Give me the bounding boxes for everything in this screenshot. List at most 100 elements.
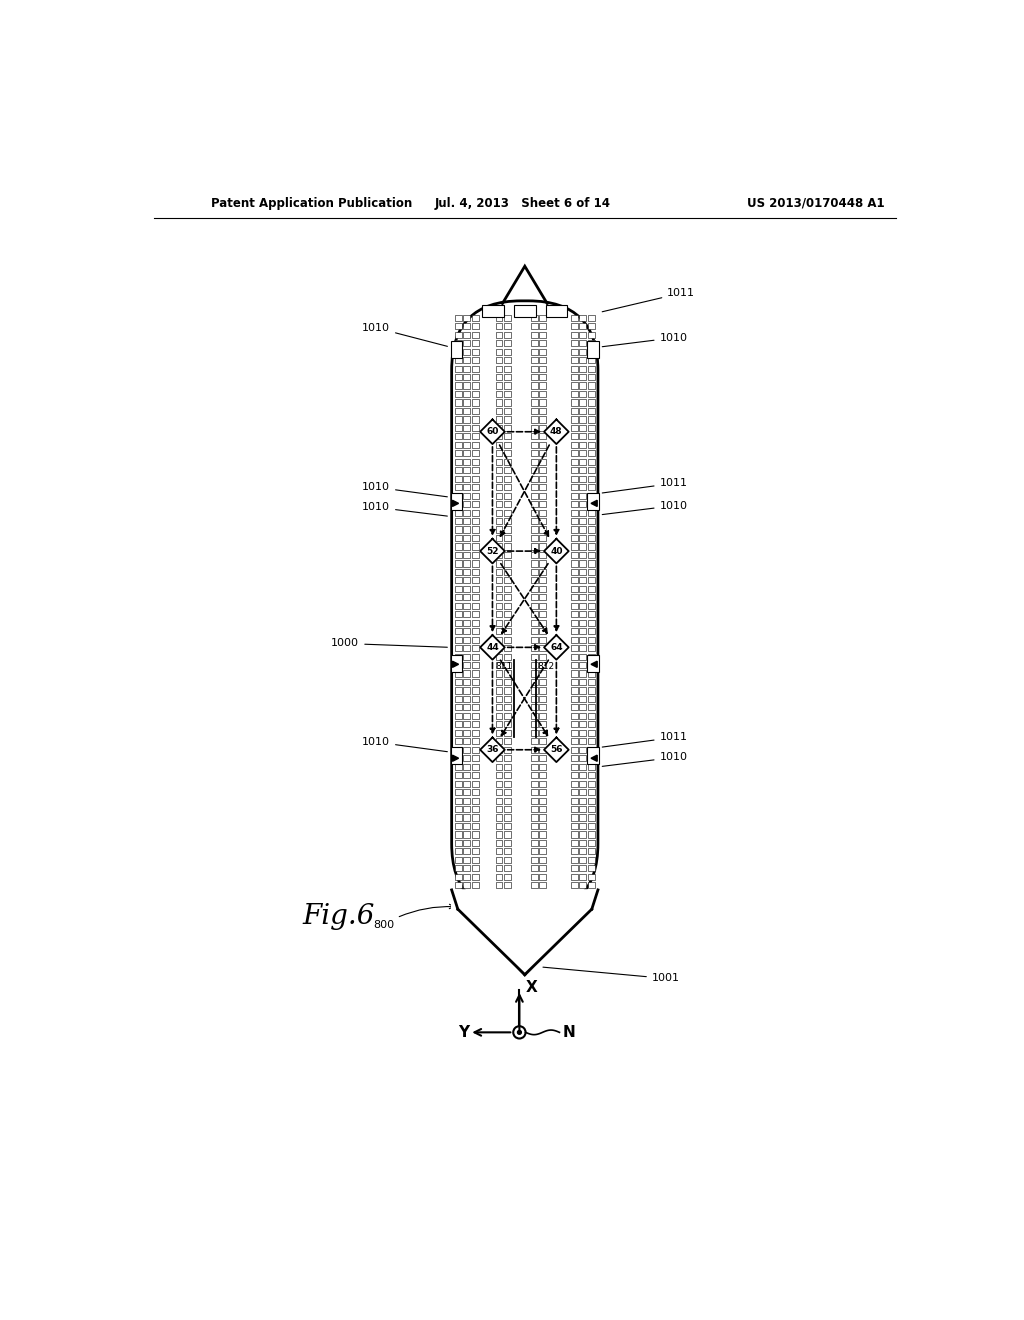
Bar [531,713,538,719]
Bar [588,619,595,626]
Bar [463,797,470,804]
Bar [463,832,470,838]
Bar [472,331,478,338]
Bar [580,425,587,430]
Bar [496,544,503,549]
Bar [571,552,578,558]
Bar [540,832,547,838]
Bar [540,527,547,532]
Bar [588,467,595,474]
Bar [540,374,547,380]
Bar [463,705,470,710]
Bar [540,713,547,719]
Text: 48: 48 [550,428,562,436]
Bar [588,492,595,499]
Bar [540,433,547,440]
Bar [588,603,595,609]
Bar [571,383,578,388]
Bar [463,611,470,618]
Bar [472,408,478,414]
Bar [540,358,547,363]
Bar [472,323,478,330]
Bar [496,678,503,685]
Bar [472,450,478,457]
Circle shape [517,1031,521,1035]
Bar [540,586,547,591]
Bar [455,492,462,499]
Bar [588,484,595,490]
Bar [455,874,462,880]
Bar [540,552,547,558]
Bar [455,747,462,752]
Bar [496,814,503,821]
Bar [531,594,538,601]
Text: 1010: 1010 [602,752,687,767]
Bar [531,391,538,397]
Bar [455,408,462,414]
Bar [455,544,462,549]
Bar [472,763,478,770]
Bar [472,866,478,871]
Bar [571,807,578,812]
Bar [455,366,462,372]
Bar [571,636,578,643]
Bar [531,552,538,558]
Bar [588,331,595,338]
Bar [455,636,462,643]
Bar [504,891,511,896]
Bar [463,341,470,346]
Bar [463,391,470,397]
Bar [571,408,578,414]
Bar [455,663,462,668]
Bar [531,705,538,710]
Bar [472,772,478,779]
Bar [463,603,470,609]
Bar [540,814,547,821]
Bar [580,780,587,787]
Bar [504,780,511,787]
Bar [531,510,538,516]
Bar [571,738,578,744]
Bar [463,552,470,558]
Bar [463,678,470,685]
Bar [451,747,463,764]
Bar [496,772,503,779]
Bar [540,688,547,693]
Bar [588,772,595,779]
Bar [571,348,578,355]
Bar [472,341,478,346]
Bar [531,425,538,430]
Bar [472,358,478,363]
Bar [540,408,547,414]
Text: Jul. 4, 2013   Sheet 6 of 14: Jul. 4, 2013 Sheet 6 of 14 [435,197,610,210]
Bar [504,400,511,405]
Bar [504,857,511,863]
Bar [580,832,587,838]
Bar [588,535,595,541]
Bar [463,738,470,744]
Bar [571,755,578,762]
Bar [496,374,503,380]
Bar [531,323,538,330]
Bar [496,510,503,516]
Bar [531,450,538,457]
Bar [587,655,599,672]
Bar [472,400,478,405]
Text: 812: 812 [538,663,554,671]
Bar [588,348,595,355]
Bar [504,467,511,474]
Bar [455,358,462,363]
Bar [531,331,538,338]
Bar [496,628,503,635]
Bar [455,645,462,651]
Bar [455,400,462,405]
Bar [540,459,547,465]
Bar [504,314,511,321]
Bar [463,535,470,541]
Polygon shape [453,500,459,507]
Bar [588,442,595,447]
Bar [580,628,587,635]
Bar [588,459,595,465]
Bar [580,492,587,499]
Bar [496,459,503,465]
